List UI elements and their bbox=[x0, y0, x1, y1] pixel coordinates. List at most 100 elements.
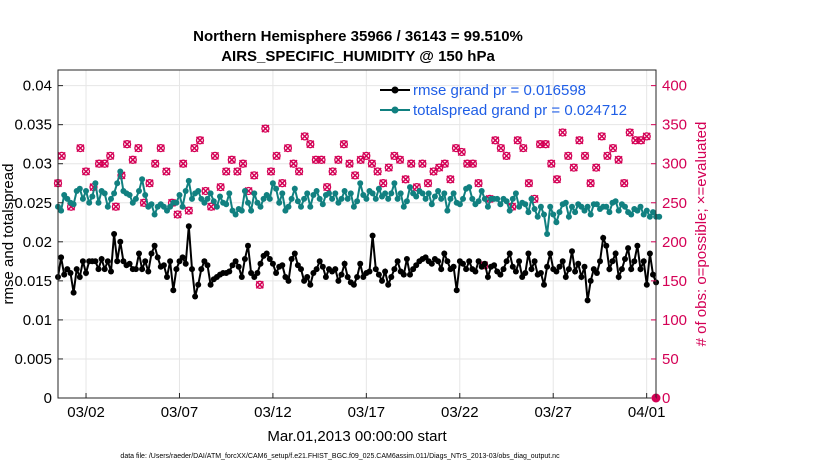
obs-point bbox=[541, 140, 550, 149]
rmse-point bbox=[385, 281, 392, 288]
obs-point bbox=[100, 159, 109, 168]
obs-point bbox=[468, 159, 478, 168]
obs-evaluated-marker bbox=[278, 179, 287, 188]
obs-point bbox=[345, 159, 354, 168]
obs-point bbox=[145, 179, 154, 188]
rmse-point bbox=[391, 266, 398, 273]
rmse-point bbox=[637, 266, 644, 273]
y-tick-label: 0.035 bbox=[14, 117, 52, 134]
obs-possible-marker bbox=[179, 159, 188, 168]
obs-evaluated-marker bbox=[162, 167, 171, 176]
obs-point bbox=[614, 155, 623, 164]
totalspread-point bbox=[363, 195, 370, 202]
obs-point bbox=[339, 140, 349, 149]
totalspread-point bbox=[388, 190, 395, 197]
obs-possible-marker bbox=[373, 167, 382, 176]
obs-possible-marker bbox=[390, 151, 399, 161]
obs-point bbox=[156, 143, 165, 153]
rmse-point bbox=[192, 293, 199, 300]
obs-point bbox=[111, 202, 121, 211]
rmse-point bbox=[273, 270, 280, 276]
obs-point bbox=[122, 140, 132, 149]
rmse-point bbox=[531, 258, 538, 265]
totalspread-point bbox=[207, 190, 214, 197]
rmse-point bbox=[338, 271, 345, 278]
totalspread-point bbox=[484, 203, 491, 210]
obs-point bbox=[328, 167, 337, 176]
rmse-point bbox=[569, 248, 575, 255]
obs-possible-marker bbox=[261, 124, 270, 133]
obs-possible-marker bbox=[356, 155, 365, 164]
obs-evaluated-marker bbox=[351, 171, 360, 180]
obs-point bbox=[222, 167, 231, 176]
obs-possible-marker bbox=[76, 143, 85, 153]
totalspread-point bbox=[266, 195, 273, 202]
plot-frame bbox=[57, 69, 657, 399]
totalspread-point bbox=[506, 207, 513, 214]
obs-possible-marker bbox=[266, 167, 276, 176]
y-right-tick-label: 0 bbox=[662, 390, 670, 407]
totalspread-point bbox=[466, 184, 473, 191]
totalspread-point bbox=[550, 211, 557, 218]
totalspread-point bbox=[460, 195, 466, 202]
totalspread-point bbox=[344, 195, 351, 202]
totalspread-point bbox=[304, 190, 311, 197]
totalspread-point bbox=[350, 203, 357, 210]
obs-possible-marker bbox=[547, 159, 556, 168]
totalspread-point bbox=[522, 201, 529, 208]
rmse-point bbox=[61, 271, 68, 278]
legend-spread-label: totalspread grand pr = 0.024712 bbox=[413, 102, 627, 119]
totalspread-point bbox=[369, 190, 376, 197]
totalspread-point bbox=[587, 211, 594, 218]
totalspread-point bbox=[111, 190, 118, 197]
obs-evaluated-marker bbox=[156, 144, 165, 153]
obs-possible-marker bbox=[457, 147, 466, 157]
obs-possible-marker bbox=[552, 175, 562, 184]
obs-possible-marker bbox=[122, 140, 132, 149]
totalspread-point bbox=[441, 190, 448, 197]
rmse-point bbox=[248, 270, 255, 276]
rmse-point bbox=[269, 260, 276, 267]
totalspread-point bbox=[114, 180, 121, 187]
legend: rmse grand pr = 0.016598 totalspread gra… bbox=[380, 82, 627, 119]
obs-point bbox=[173, 210, 182, 219]
rmse-point bbox=[266, 256, 273, 262]
legend-rmse-marker bbox=[391, 86, 399, 94]
obs-point bbox=[502, 151, 511, 161]
obs-possible-marker bbox=[642, 132, 651, 141]
obs-possible-marker bbox=[350, 171, 360, 180]
totalspread-point bbox=[637, 203, 644, 210]
obs-possible-marker bbox=[173, 210, 182, 219]
totalspread-point bbox=[217, 193, 223, 200]
y-axis-right-label: # of obs: o=possible; ×=evaluated bbox=[693, 122, 710, 347]
obs-point bbox=[207, 202, 216, 211]
obs-possible-marker bbox=[580, 151, 590, 161]
obs-evaluated-marker bbox=[210, 151, 220, 160]
rmse-point bbox=[556, 263, 563, 270]
totalspread-point bbox=[528, 195, 535, 202]
obs-possible-marker bbox=[339, 140, 349, 149]
rmse-point bbox=[522, 270, 529, 276]
rmse-point bbox=[609, 258, 616, 265]
rmse-point bbox=[484, 274, 491, 280]
obs-point bbox=[592, 163, 601, 172]
obs-evaluated-marker bbox=[81, 167, 91, 176]
obs-possible-marker bbox=[81, 167, 91, 176]
obs-possible-marker bbox=[631, 136, 640, 145]
y-right-tick-label: 300 bbox=[662, 156, 687, 173]
totalspread-point bbox=[650, 209, 656, 216]
rmse-point bbox=[597, 258, 603, 265]
obs-evaluated-marker bbox=[558, 128, 567, 137]
obs-evaluated-marker bbox=[373, 167, 382, 176]
data-file-footer: data file: /Users/raeder/DAI/ATM_forcXX/… bbox=[120, 453, 560, 460]
totalspread-point bbox=[354, 198, 361, 205]
obs-evaluated-marker bbox=[295, 167, 304, 176]
rmse-point bbox=[344, 274, 351, 280]
rmse-point bbox=[606, 266, 613, 273]
obs-possible-marker bbox=[451, 143, 461, 153]
rmse-point bbox=[565, 266, 572, 273]
totalspread-point bbox=[95, 199, 102, 206]
rmse-point bbox=[388, 274, 395, 280]
rmse-point bbox=[151, 242, 158, 249]
